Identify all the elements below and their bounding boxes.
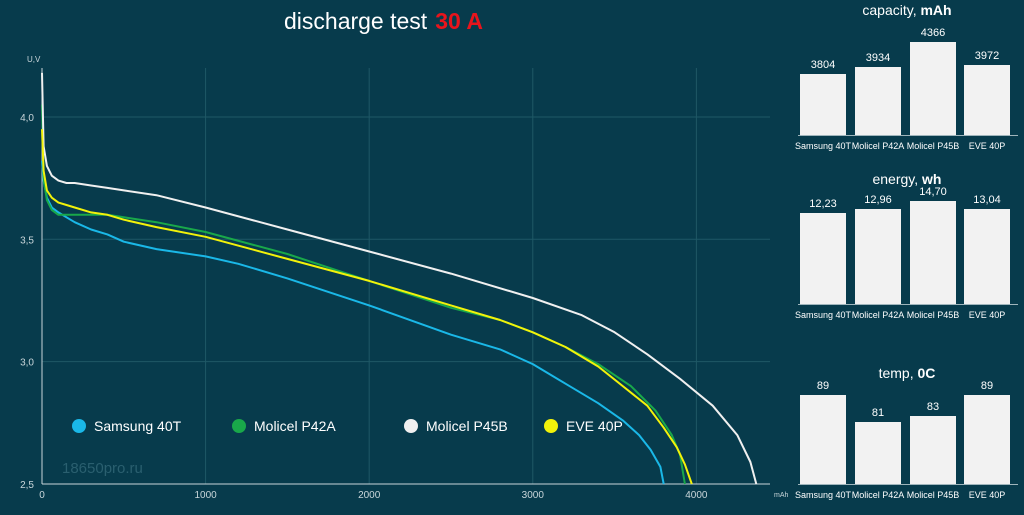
bar bbox=[855, 422, 901, 484]
energy-panel: energy, wh 12,23 Samsung 40T 12,96 Molicel … bbox=[790, 171, 1024, 329]
bar-baseline bbox=[798, 304, 1018, 305]
watermark: 18650pro.ru bbox=[62, 460, 143, 477]
legend-item: EVE 40P bbox=[544, 418, 623, 434]
energy-title-main: energy, bbox=[872, 171, 919, 187]
bar bbox=[800, 395, 846, 484]
bar-value-label: 89 bbox=[816, 380, 830, 392]
bar-value-label: 81 bbox=[871, 407, 885, 419]
bar-value-label: 13,04 bbox=[973, 194, 1001, 206]
temp-panel: temp, 0C 89 Samsung 40T 81 Molicel P42A 83 Mo… bbox=[790, 365, 1024, 515]
bar-value-label: 4366 bbox=[920, 27, 946, 39]
x-tick-label: 3000 bbox=[522, 490, 545, 501]
bar bbox=[800, 213, 846, 304]
y-tick-label: 3,5 bbox=[20, 235, 34, 246]
bar-category-label: Molicel P45B bbox=[906, 141, 960, 151]
bar bbox=[964, 65, 1010, 135]
bar-value-label: 3804 bbox=[810, 59, 836, 71]
temp-title-main: temp, bbox=[878, 365, 914, 381]
capacity-title-unit: mAh bbox=[920, 2, 952, 18]
bar-category-label: Samsung 40T bbox=[794, 141, 852, 151]
legend-swatch bbox=[72, 419, 86, 433]
legend-item: Molicel P42A bbox=[232, 418, 336, 434]
bar-category-label: Molicel P45B bbox=[906, 490, 960, 500]
temp-title-unit: 0C bbox=[917, 365, 936, 381]
legend-item: Molicel P45B bbox=[404, 418, 508, 434]
energy-title-unit: wh bbox=[922, 171, 942, 187]
bar bbox=[855, 67, 901, 135]
bar-category-label: Molicel P45B bbox=[906, 310, 960, 320]
y-axis-label: U,V bbox=[27, 55, 41, 64]
temp-panel-title: temp, 0C bbox=[790, 365, 1024, 381]
bar-category-label: EVE 40P bbox=[968, 141, 1006, 151]
y-tick-label: 2,5 bbox=[20, 480, 34, 491]
chart-title: discharge test 30 A bbox=[284, 8, 483, 35]
bar-category-label: Molicel P42A bbox=[851, 310, 905, 320]
capacity-title-main: capacity, bbox=[862, 2, 917, 18]
x-axis-label: mAh bbox=[774, 492, 789, 499]
bar-value-label: 14,70 bbox=[919, 186, 947, 198]
legend-label: Samsung 40T bbox=[94, 418, 182, 434]
legend-item: Samsung 40T bbox=[72, 418, 181, 434]
bar-category-label: Molicel P42A bbox=[851, 141, 905, 151]
bar-category-label: Samsung 40T bbox=[794, 490, 852, 500]
discharge-line-chart: 2,5 3,0 3,5 4,0 0 1000 2000 3000 4000 U,V mAh bbox=[20, 55, 789, 501]
bar-value-label: 83 bbox=[926, 401, 940, 413]
series-line-molicel-p45b bbox=[41, 72, 758, 485]
y-tick-label: 3,0 bbox=[20, 358, 34, 369]
x-tick-label: 2000 bbox=[358, 490, 381, 501]
bar bbox=[910, 42, 956, 135]
series-line-samsung-40t bbox=[41, 160, 665, 485]
bar-value-label: 12,23 bbox=[809, 198, 837, 210]
x-tick-label: 4000 bbox=[685, 490, 708, 501]
title-current: 30 A bbox=[435, 8, 483, 34]
bar bbox=[964, 209, 1010, 304]
bar bbox=[964, 395, 1010, 484]
x-tick-label: 0 bbox=[39, 490, 45, 501]
bar bbox=[910, 416, 956, 484]
bar-category-label: Molicel P42A bbox=[851, 490, 905, 500]
y-tick-label: 4,0 bbox=[20, 113, 34, 124]
legend-swatch bbox=[544, 419, 558, 433]
legend-label: EVE 40P bbox=[566, 418, 623, 434]
capacity-panel: capacity, mAh 3804 Samsung 40T 3934 Molicel… bbox=[790, 2, 1024, 160]
bar-category-label: Samsung 40T bbox=[794, 310, 852, 320]
legend: Samsung 40T Molicel P42A Molicel P45B EVE 4… bbox=[0, 418, 790, 442]
bar-value-label: 89 bbox=[980, 380, 994, 392]
series-line-eve-40p bbox=[41, 129, 693, 485]
bar-category-label: EVE 40P bbox=[968, 310, 1006, 320]
energy-panel-title: energy, wh bbox=[790, 171, 1024, 187]
x-tick-label: 1000 bbox=[194, 490, 217, 501]
bar-baseline bbox=[798, 484, 1018, 485]
bar-category-label: EVE 40P bbox=[968, 490, 1006, 500]
bar-baseline bbox=[798, 135, 1018, 136]
bar bbox=[800, 74, 846, 135]
legend-swatch bbox=[404, 419, 418, 433]
bar-value-label: 3972 bbox=[974, 50, 1000, 62]
bar bbox=[855, 209, 901, 304]
legend-label: Molicel P42A bbox=[254, 418, 336, 434]
bar-value-label: 3934 bbox=[865, 52, 891, 64]
legend-swatch bbox=[232, 419, 246, 433]
series-line-molicel-p42a bbox=[41, 104, 686, 485]
bar bbox=[910, 201, 956, 304]
capacity-panel-title: capacity, mAh bbox=[790, 2, 1024, 18]
bar-value-label: 12,96 bbox=[864, 194, 892, 206]
title-text: discharge test bbox=[284, 8, 428, 34]
legend-label: Molicel P45B bbox=[426, 418, 508, 434]
